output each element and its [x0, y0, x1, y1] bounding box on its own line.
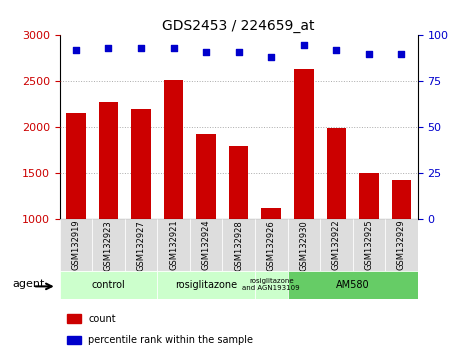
Point [137, 45, 145, 51]
Text: GSM132921: GSM132921 [169, 220, 178, 270]
Text: GSM132927: GSM132927 [136, 220, 146, 270]
Text: rosiglitazone
and AGN193109: rosiglitazone and AGN193109 [242, 279, 300, 291]
FancyBboxPatch shape [125, 219, 157, 271]
Point [72, 47, 79, 53]
Point [235, 49, 242, 55]
FancyBboxPatch shape [287, 271, 418, 299]
Bar [326, 129, 346, 219]
Text: AM580: AM580 [336, 280, 369, 290]
Bar [99, 102, 118, 219]
FancyBboxPatch shape [190, 219, 223, 271]
Text: GSM132922: GSM132922 [332, 220, 341, 270]
Text: GSM132923: GSM132923 [104, 220, 113, 270]
Bar [359, 172, 379, 219]
Title: GDS2453 / 224659_at: GDS2453 / 224659_at [162, 19, 315, 33]
FancyBboxPatch shape [223, 219, 255, 271]
Point [398, 51, 405, 57]
Point [300, 42, 308, 47]
Text: control: control [92, 280, 125, 290]
Point [105, 45, 112, 51]
Bar [392, 180, 411, 219]
Text: GSM132924: GSM132924 [202, 220, 211, 270]
FancyBboxPatch shape [353, 219, 385, 271]
Point [170, 45, 177, 51]
Point [268, 55, 275, 60]
Text: agent: agent [12, 279, 45, 289]
FancyBboxPatch shape [60, 271, 157, 299]
Text: percentile rank within the sample: percentile rank within the sample [88, 335, 253, 345]
FancyBboxPatch shape [255, 219, 287, 271]
Bar [67, 336, 81, 344]
Bar [229, 146, 248, 219]
Bar [196, 134, 216, 219]
Text: GSM132926: GSM132926 [267, 220, 276, 270]
Bar [164, 80, 183, 219]
FancyBboxPatch shape [157, 219, 190, 271]
Text: GSM132925: GSM132925 [364, 220, 373, 270]
FancyBboxPatch shape [92, 219, 125, 271]
FancyBboxPatch shape [255, 271, 287, 299]
Point [365, 51, 373, 57]
Bar [66, 113, 86, 219]
FancyBboxPatch shape [385, 219, 418, 271]
Text: GSM132928: GSM132928 [234, 220, 243, 270]
FancyBboxPatch shape [60, 219, 92, 271]
Text: GSM132930: GSM132930 [299, 220, 308, 270]
Point [333, 47, 340, 53]
Text: count: count [88, 314, 116, 324]
FancyBboxPatch shape [157, 271, 255, 299]
FancyBboxPatch shape [320, 219, 353, 271]
Bar [131, 109, 151, 219]
Bar [262, 207, 281, 219]
Bar [67, 314, 81, 323]
Text: rosiglitazone: rosiglitazone [175, 280, 237, 290]
FancyBboxPatch shape [287, 219, 320, 271]
Bar [294, 69, 313, 219]
Point [202, 49, 210, 55]
Text: GSM132929: GSM132929 [397, 220, 406, 270]
Text: GSM132919: GSM132919 [72, 220, 80, 270]
